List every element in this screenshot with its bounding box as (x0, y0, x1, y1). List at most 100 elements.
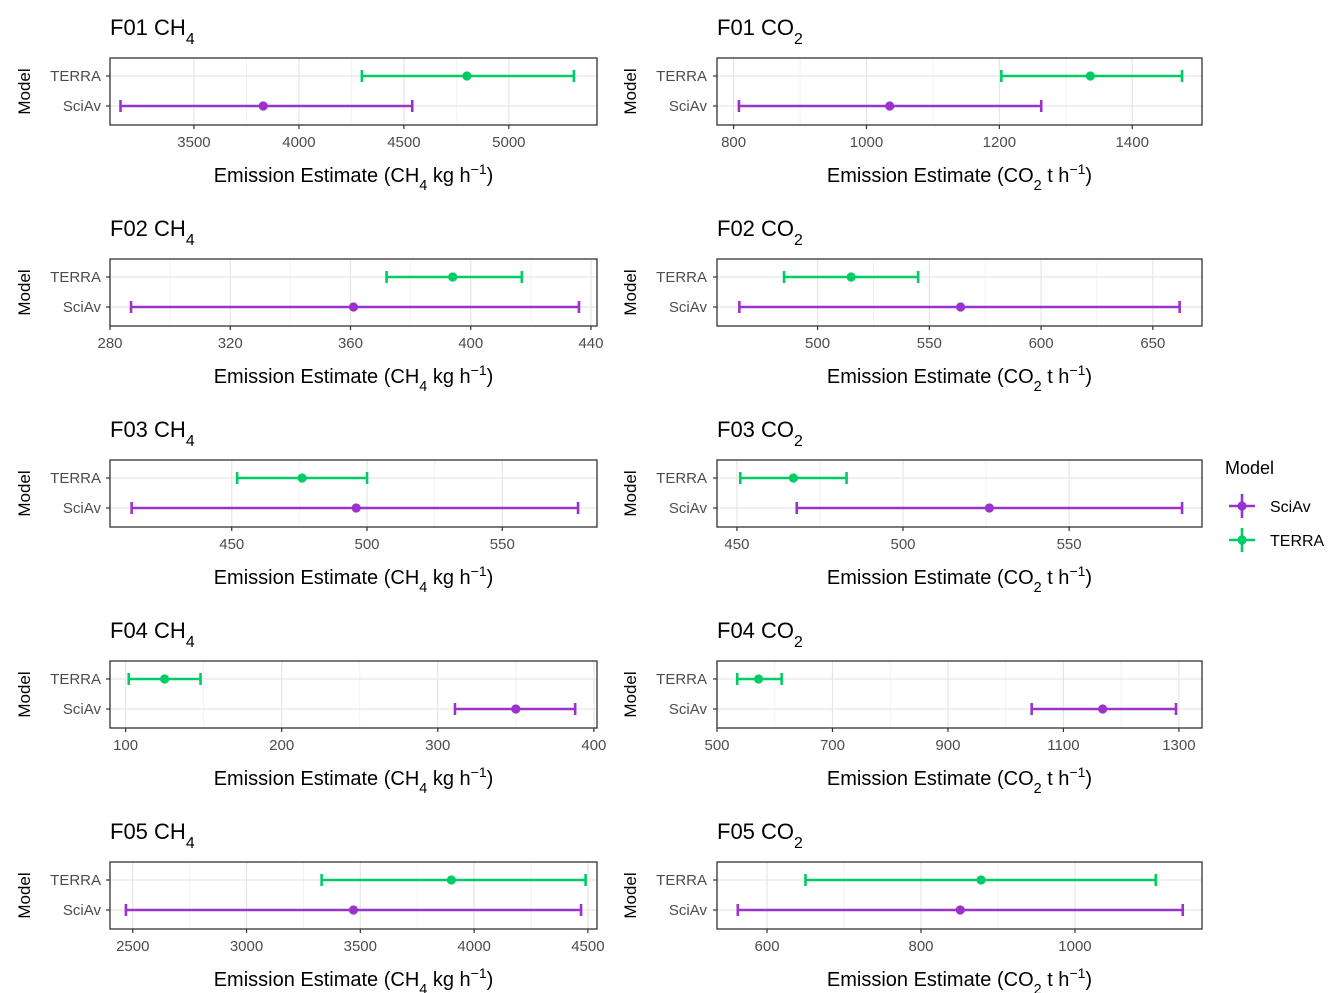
panel-title: F03 CH4 (110, 417, 195, 450)
estimate-point (348, 302, 359, 312)
x-tick-label: 360 (338, 335, 363, 352)
panel-border (716, 57, 1203, 126)
x-tick-label: 650 (1140, 335, 1165, 352)
errorbar-terra (360, 70, 576, 82)
y-tick-label: TERRA (50, 68, 101, 85)
panel-border (109, 861, 598, 930)
y-axis-title: Model (15, 68, 34, 114)
estimate-point (956, 302, 966, 312)
x-tick-label: 4000 (457, 938, 490, 955)
x-tick-label: 550 (917, 335, 942, 352)
panel-background (110, 259, 597, 326)
y-axis-title: Model (621, 671, 640, 717)
x-tick-label: 200 (269, 737, 294, 754)
x-tick-label: 500 (355, 536, 380, 553)
x-axis-title: Emission Estimate (CH4 kg h−1) (214, 161, 494, 194)
y-tick-label: SciAv (63, 98, 102, 115)
y-tick-label: SciAv (63, 500, 102, 517)
x-tick-label: 400 (458, 335, 483, 352)
panel-f05-co2: F05 CO2 TERRA SciAv 600 800 1000 Model Emission… (621, 819, 1203, 993)
y-tick-label: SciAv (669, 902, 708, 919)
panel-title: F04 CO2 (717, 618, 803, 651)
y-tick-label: SciAv (669, 299, 708, 316)
x-axis-title: Emission Estimate (CH4 kg h−1) (214, 965, 494, 993)
estimate-point (955, 905, 965, 915)
panel-background (110, 460, 597, 527)
y-tick-label: TERRA (656, 68, 707, 85)
y-tick-label: TERRA (50, 671, 101, 688)
legend-key-point (1237, 535, 1247, 545)
errorbar-terra (804, 874, 1158, 886)
errorbar-sciav (119, 100, 414, 112)
x-axis-title: Emission Estimate (CH4 kg h−1) (214, 764, 494, 797)
facet-panels: F01 CH4 TERRA SciAv 3500 4000 4500 5000 Model Em… (15, 15, 1203, 993)
x-tick-label: 1100 (1047, 737, 1079, 754)
panel-background (110, 58, 597, 125)
x-tick-label: 100 (113, 737, 138, 754)
y-tick-label: TERRA (50, 872, 101, 889)
estimate-point (462, 71, 472, 81)
estimate-point (984, 503, 994, 513)
x-tick-label: 4000 (282, 134, 315, 151)
errorbar-terra (385, 271, 524, 283)
y-axis-title: Model (621, 269, 640, 315)
panel-border (109, 459, 598, 528)
panel-title: F02 CH4 (110, 216, 195, 249)
errorbar-terra (235, 472, 369, 484)
y-axis-title: Model (15, 269, 34, 315)
panel-f02-co2: F02 CO2 TERRA SciAv 500 550 600 650 Model Emissi… (621, 216, 1203, 395)
x-tick-label: 400 (581, 737, 606, 754)
panel-border (109, 660, 598, 729)
errorbar-sciav (129, 301, 581, 313)
y-tick-label: TERRA (656, 470, 707, 487)
panel-title: F04 CH4 (110, 618, 195, 651)
panel-border (716, 660, 1203, 729)
x-tick-label: 5000 (492, 134, 525, 151)
y-axis-title: Model (15, 671, 34, 717)
y-tick-label: TERRA (656, 269, 707, 286)
estimate-point (297, 473, 307, 483)
y-tick-label: SciAv (63, 902, 102, 919)
x-tick-label: 1300 (1162, 737, 1195, 754)
estimate-point (351, 503, 361, 513)
errorbar-sciav (738, 301, 1181, 313)
panel-border (716, 459, 1203, 528)
x-tick-label: 320 (218, 335, 243, 352)
panel-border (109, 57, 598, 126)
x-tick-label: 600 (1029, 335, 1054, 352)
panel-title: F05 CO2 (717, 819, 803, 852)
y-tick-label: SciAv (669, 500, 708, 517)
errorbar-terra (735, 673, 783, 685)
errorbar-terra (320, 874, 587, 886)
errorbar-sciav (795, 502, 1184, 514)
y-axis-title: Model (621, 470, 640, 516)
y-tick-label: TERRA (50, 470, 101, 487)
errorbar-sciav (737, 100, 1043, 112)
x-tick-label: 600 (755, 938, 780, 955)
estimate-point (511, 704, 521, 714)
panel-title: F05 CH4 (110, 819, 195, 852)
panel-f01-ch4: F01 CH4 TERRA SciAv 3500 4000 4500 5000 Model Em… (15, 15, 598, 194)
errorbar-terra (738, 472, 848, 484)
x-tick-label: 1000 (850, 134, 883, 151)
y-tick-label: SciAv (63, 299, 102, 316)
panel-background (717, 460, 1202, 527)
errorbar-sciav (130, 502, 580, 514)
legend-label: SciAv (1270, 499, 1311, 516)
panel-border (109, 258, 598, 327)
x-tick-label: 450 (724, 536, 749, 553)
legend-item-sciav: SciAv (1229, 494, 1311, 518)
legend: Model SciAv TERRA (1225, 458, 1325, 552)
x-tick-label: 700 (820, 737, 845, 754)
errorbar-terra (127, 673, 202, 685)
errorbar-sciav (453, 703, 577, 715)
estimate-point (846, 272, 856, 282)
x-tick-label: 4500 (571, 938, 604, 955)
x-axis-title: Emission Estimate (CO2 t h−1) (827, 563, 1092, 596)
panel-background (110, 661, 597, 728)
legend-title: Model (1225, 458, 1274, 478)
errorbar-sciav (1030, 703, 1178, 715)
x-tick-label: 550 (490, 536, 515, 553)
y-tick-label: SciAv (63, 701, 102, 718)
